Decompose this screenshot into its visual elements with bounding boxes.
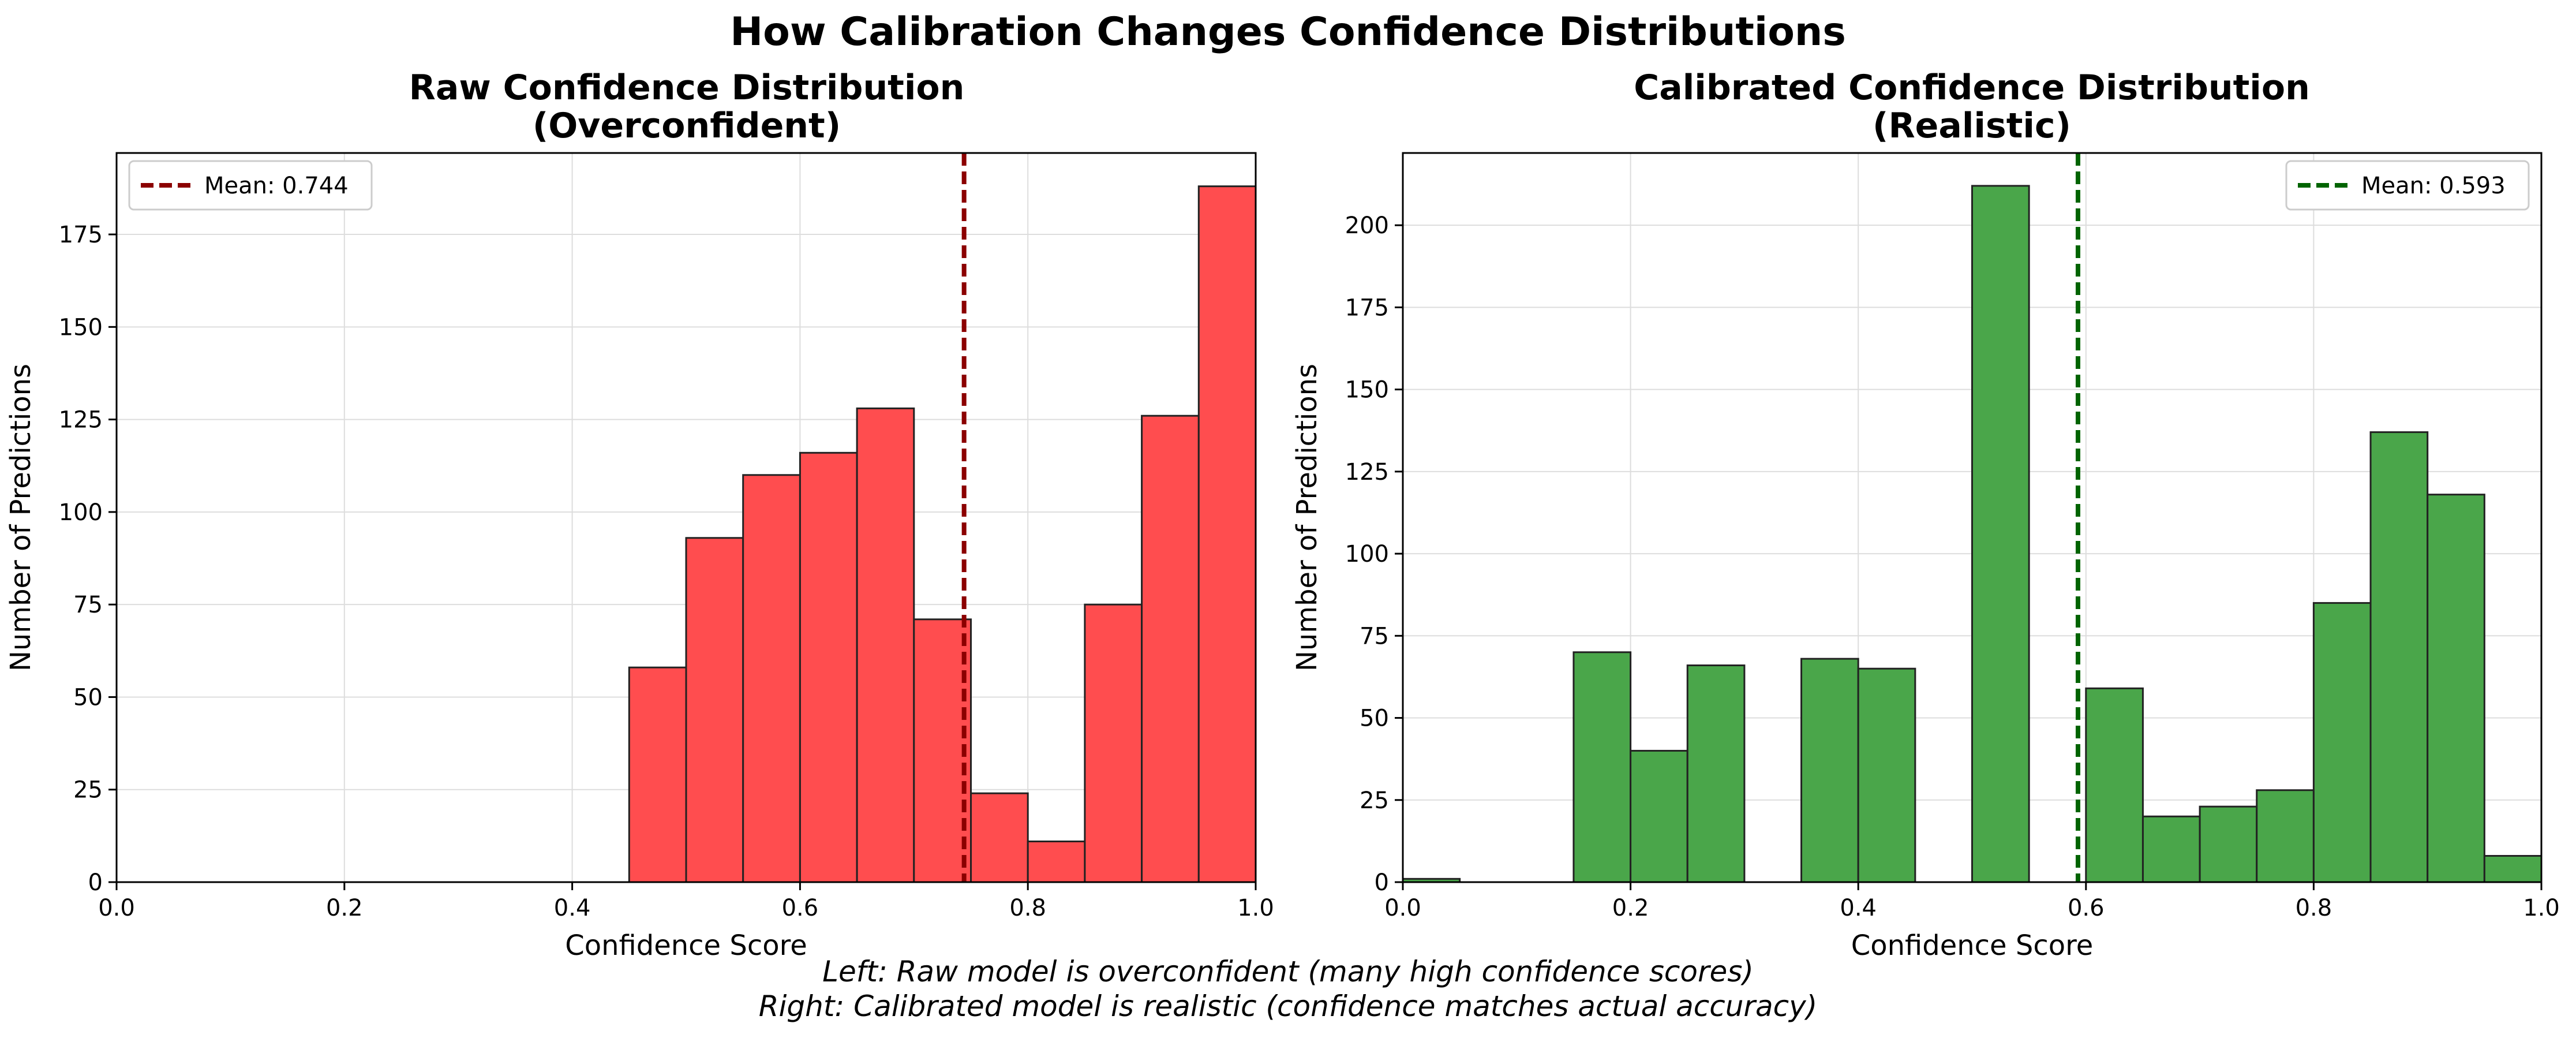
calibrated-confidence-panel: Calibrated Confidence Distribution (Real…	[1291, 68, 2560, 962]
raw-histogram-bar	[1141, 415, 1200, 883]
raw-legend: Mean: 0.744	[128, 160, 373, 211]
calibrated-legend-label: Mean: 0.593	[2361, 173, 2506, 199]
raw-histogram-bar	[1197, 185, 1257, 883]
raw-x-tick-label: 1.0	[1237, 895, 1274, 921]
raw-confidence-panel: Raw Confidence Distribution (Overconfide…	[5, 68, 1274, 962]
calibrated-histogram-bar	[2199, 805, 2258, 883]
raw-ticks: 0.0 0.2 0.4 0.6 0.8 1.0 0 25 50 75 100 125 150 175	[59, 222, 1274, 921]
calibrated-histogram-bar	[2312, 602, 2372, 883]
caption-line-2: Right: Calibrated model is realistic (co…	[759, 990, 1817, 1023]
calibrated-y-tick-label: 150	[1345, 377, 1389, 404]
calibrated-y-tick-label: 200	[1345, 212, 1389, 239]
raw-panel-title-line2: (Overconfident)	[533, 106, 841, 146]
raw-y-tick-label: 75	[73, 592, 103, 618]
calibrated-panel-title-line2: (Realistic)	[1873, 106, 2071, 146]
figure-title: How Calibration Changes Confidence Distr…	[730, 9, 1846, 55]
raw-y-tick-label: 0	[88, 869, 103, 896]
calibrated-histogram-bar	[2085, 687, 2144, 883]
raw-x-tick-label: 0.6	[782, 895, 819, 921]
calibrated-y-axis-label: Number of Predictions	[1291, 364, 1323, 671]
raw-y-tick-label: 175	[59, 222, 103, 248]
calibrated-y-tick-label: 125	[1345, 459, 1389, 486]
raw-x-tick-label: 0.8	[1009, 895, 1046, 921]
calibrated-y-tick-label: 0	[1375, 869, 1389, 896]
calibrated-panel-title-line1: Calibrated Confidence Distribution	[1634, 68, 2310, 108]
raw-histogram-bar	[742, 474, 801, 883]
calibrated-x-tick-label: 0.8	[2296, 895, 2332, 921]
caption-line-1: Left: Raw model is overconfident (many h…	[822, 955, 1754, 988]
calibrated-histogram-bar	[1971, 185, 2030, 883]
raw-x-tick-label: 0.0	[98, 895, 135, 921]
raw-panel-title-line1: Raw Confidence Distribution	[409, 68, 965, 108]
raw-histogram-bar	[1084, 603, 1143, 883]
raw-axes-frame	[115, 152, 1257, 883]
calibrated-y-tick-label: 175	[1345, 294, 1389, 321]
calibrated-histogram-bar	[2369, 431, 2429, 883]
raw-histogram-bar	[856, 407, 915, 883]
calibrated-y-tick-label: 50	[1360, 705, 1389, 732]
raw-bars	[628, 185, 1257, 883]
calibrated-x-tick-label: 1.0	[2523, 895, 2560, 921]
raw-histogram-bar	[799, 451, 858, 883]
raw-histogram-bar	[913, 618, 972, 883]
calibrated-x-tick-label: 0.2	[1612, 895, 1649, 921]
calibrated-x-tick-label: 0.0	[1384, 895, 1421, 921]
calibrated-x-axis-label: Confidence Score	[1851, 929, 2094, 962]
raw-y-tick-label: 50	[73, 684, 103, 711]
calibrated-y-tick-label: 75	[1360, 623, 1389, 649]
calibrated-y-tick-label: 100	[1345, 541, 1389, 567]
raw-histogram-bar	[1027, 840, 1086, 883]
raw-x-tick-label: 0.2	[326, 895, 363, 921]
raw-y-axis-label: Number of Predictions	[5, 364, 37, 671]
calibrated-x-tick-label: 0.6	[2068, 895, 2105, 921]
calibrated-bars	[1402, 185, 2543, 883]
calibrated-legend-box	[2285, 160, 2530, 211]
calibrated-y-tick-label: 25	[1360, 787, 1389, 814]
raw-histogram-bar	[970, 792, 1029, 883]
calibrated-histogram-bar	[2427, 494, 2485, 883]
raw-histogram-bar	[685, 537, 744, 883]
raw-legend-box	[128, 160, 373, 211]
raw-x-axis-label: Confidence Score	[565, 929, 807, 962]
raw-y-tick-label: 100	[59, 499, 103, 526]
calibrated-ticks: 0.0 0.2 0.4 0.6 0.8 1.0 0 25 50 75 100 125 150 175 200	[1345, 212, 2560, 921]
calibrated-histogram-bar	[1686, 664, 1746, 883]
raw-y-tick-label: 150	[59, 314, 103, 341]
calibrated-x-tick-label: 0.4	[1840, 895, 1877, 921]
calibrated-histogram-bar	[1857, 667, 1916, 883]
calibrated-histogram-bar	[1630, 749, 1688, 883]
calibrated-legend: Mean: 0.593	[2285, 160, 2530, 211]
raw-legend-label: Mean: 0.744	[204, 173, 349, 199]
calibrated-axes-frame	[1402, 152, 2543, 883]
raw-y-tick-label: 25	[73, 777, 103, 804]
raw-histogram-bar	[628, 666, 687, 883]
calibrated-histogram-bar	[2141, 815, 2201, 883]
calibrated-histogram-bar	[1800, 658, 1859, 883]
raw-y-tick-label: 125	[59, 407, 103, 434]
raw-x-tick-label: 0.4	[554, 895, 591, 921]
calibrated-histogram-bar	[2256, 789, 2315, 883]
calibrated-histogram-bar	[2483, 854, 2543, 883]
calibrated-histogram-bar	[1572, 651, 1632, 883]
